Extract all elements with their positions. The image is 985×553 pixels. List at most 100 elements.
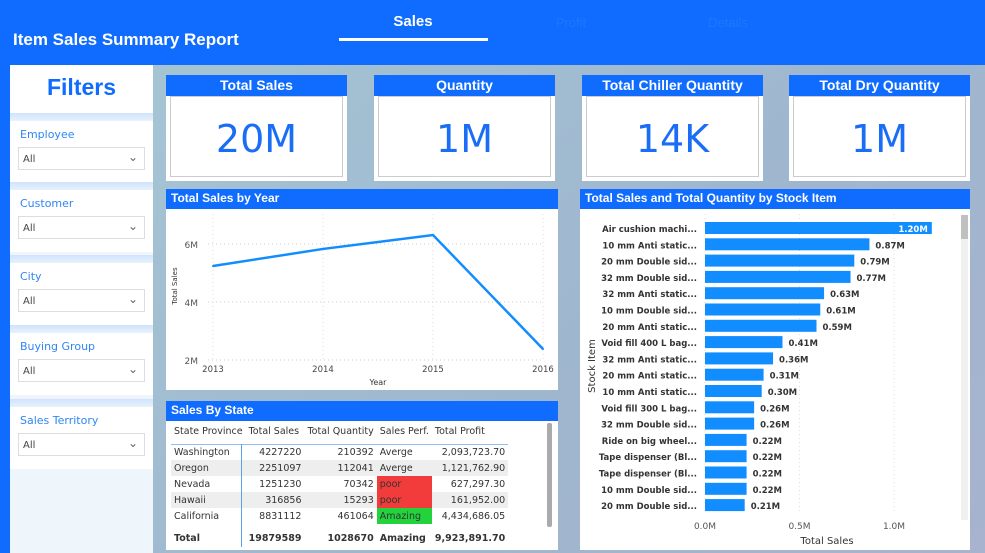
table-cell: 70342 (343, 478, 374, 490)
category-label: Void fill 400 L bag... (601, 339, 697, 349)
data-label: 0.22M (753, 486, 782, 496)
bar (705, 450, 747, 463)
slicer-sales-territory: Sales Territory All ⌄ (10, 407, 153, 469)
slicer-value: All (23, 154, 36, 165)
table-row: Washington 4227220 210392 Averge 2,093,723.7… (171, 444, 508, 460)
category-label: Tape dispenser (Bl... (599, 453, 697, 463)
chevron-down-icon: ⌄ (127, 436, 138, 450)
slicer-dropdown[interactable]: All ⌄ (18, 147, 145, 170)
category-label: 32 mm Double sid... (601, 274, 697, 284)
chart-scrollbar[interactable] (961, 215, 968, 520)
column-header[interactable]: Sales Perf. (376, 422, 432, 445)
kpi-value: 1M (851, 117, 908, 161)
report-header: Item Sales Summary Report Sales Profit D… (0, 0, 985, 65)
chart-title: Total Sales and Total Quantity by Stock … (580, 189, 970, 209)
total-cell: 9,923,891.70 (434, 532, 506, 544)
kpi-box (170, 96, 343, 177)
slicer-dropdown[interactable]: All ⌄ (18, 433, 145, 456)
kpi-title: Total Sales (166, 75, 347, 96)
data-label: 1.20M (898, 225, 927, 235)
table-cell: 316856 (245, 492, 305, 508)
table-cell: Hawaii (171, 492, 246, 508)
kpi-box (586, 96, 759, 177)
slicer-dropdown[interactable]: All ⌄ (18, 216, 145, 239)
bar (705, 238, 870, 251)
x-tick-label: 2015 (422, 365, 444, 375)
data-label: 0.79M (860, 258, 889, 268)
bar (705, 466, 747, 479)
bar (705, 417, 755, 430)
slicer-dropdown[interactable]: All ⌄ (18, 289, 145, 312)
total-cell: Amazing (379, 532, 426, 544)
category-label: 10 mm Anti static... (602, 388, 697, 398)
kpi-title: Total Chiller Quantity (582, 75, 763, 96)
tab-details[interactable]: Details (708, 15, 748, 30)
kpi-value: 14K (635, 117, 710, 161)
sales-line (212, 233, 544, 350)
sales-by-state-card: Sales By State State Province Total Sales… (166, 401, 558, 550)
column-header[interactable]: Total Quantity (304, 422, 377, 445)
data-label: 0.63M (830, 290, 859, 300)
table-cell: poor (376, 492, 432, 508)
category-label: 20 mm Anti static... (602, 372, 697, 382)
kpi-value: 1M (436, 117, 493, 161)
data-label: 0.87M (875, 241, 904, 251)
data-point (212, 265, 214, 268)
filters-title: Filters (10, 65, 153, 113)
data-label: 0.21M (751, 502, 780, 512)
bar (705, 401, 755, 414)
table-cell: 1251230 (259, 478, 302, 490)
slicer-customer: Customer All ⌄ (10, 190, 153, 252)
data-label: 0.30M (768, 388, 797, 398)
slicer-value: All (23, 296, 36, 307)
active-tab-indicator (339, 38, 488, 41)
bar (705, 352, 774, 365)
data-label: 0.26M (760, 421, 789, 431)
column-header[interactable]: Total Profit (431, 422, 509, 445)
bar-chart: 0.0M 0.5M 1.0M Air cushion machi... 1.20M 10 … (587, 214, 932, 547)
category-label: Ride on big wheel... (602, 437, 697, 447)
bar (705, 482, 747, 495)
slicer-label: City (20, 270, 42, 283)
category-label: Void fill 300 L bag... (601, 404, 697, 414)
table-cell: 2,093,723.70 (441, 446, 506, 458)
tab-sales[interactable]: Sales (393, 13, 433, 30)
slicer-value: All (23, 223, 36, 234)
category-label: 20 mm Double sid... (601, 502, 697, 512)
bar (705, 385, 762, 397)
table-row: Nevada 1251230 70342 poor 627,297.30 (171, 476, 508, 492)
table-row: Hawaii 316856 15293 poor 161,952.00 (171, 492, 509, 508)
data-point (542, 347, 544, 350)
tab-profit[interactable]: Profit (555, 15, 587, 30)
category-label: Air cushion machi... (602, 225, 697, 235)
chevron-down-icon: ⌄ (127, 150, 138, 164)
bar (705, 254, 855, 267)
table-row: California 8831112 461064 Amazing 4,434,686.… (171, 508, 508, 524)
kpi-box (378, 96, 551, 177)
slicer-value: All (23, 440, 36, 451)
data-label: 0.41M (788, 339, 817, 349)
y-axis-label: Total Sales (171, 267, 179, 306)
slicer-dropdown[interactable]: All ⌄ (18, 359, 145, 382)
kpi-card: Total Dry Quantity 1M (789, 75, 970, 181)
category-label: 10 mm Double sid... (601, 486, 697, 496)
bar (705, 336, 783, 349)
table-cell: 4227220 (259, 446, 302, 458)
category-label: 32 mm Double sid... (601, 421, 697, 431)
column-header[interactable]: Total Sales (245, 422, 305, 445)
kpi-title: Quantity (374, 75, 555, 96)
column-header[interactable]: State Province (171, 422, 246, 445)
y-tick-label: 4M (185, 299, 199, 309)
slicer-label: Employee (20, 128, 75, 141)
sales-by-state-table: State Province Total Sales Total Quantity S… (171, 422, 509, 548)
report-title: Item Sales Summary Report (13, 30, 239, 49)
bar (705, 499, 745, 512)
kpi-box (793, 96, 966, 177)
kpi-value: 20M (215, 117, 298, 161)
kpi-card: Total Sales 20M (166, 75, 347, 181)
y-tick-label: 6M (185, 241, 199, 251)
total-cell: 1028670 (327, 532, 374, 544)
total-row: Total 19879589 1028670 Amazing 9,923,891.70 (171, 524, 508, 548)
table-scrollbar[interactable] (547, 423, 552, 527)
category-label: 32 mm Anti static... (602, 355, 697, 365)
